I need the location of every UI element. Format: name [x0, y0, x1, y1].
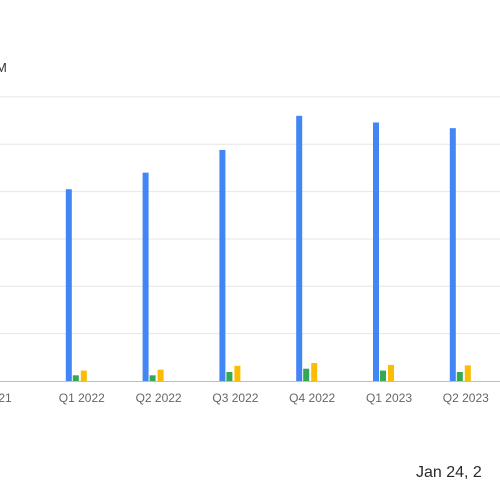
bar-series3-q4-2022 [311, 363, 318, 381]
x-tick-label: Q3 2022 [212, 391, 258, 405]
bar-series2-q4-2022 [303, 368, 310, 381]
x-tick-label: 21 [0, 391, 12, 405]
unit-label: M [0, 60, 7, 75]
bar-series1-q2-2022 [142, 172, 149, 381]
bar-series1-q4-2022 [296, 115, 303, 381]
bar-series3-q1-2023 [388, 364, 394, 381]
bar-series1-q1-2023 [373, 122, 379, 382]
bar-series1-q3-2022 [219, 149, 226, 381]
bar-series1-q1-2022 [65, 189, 72, 381]
x-tick-label: Q4 2022 [289, 391, 335, 405]
x-tick-label: Q1 2023 [366, 391, 412, 405]
x-tick-label: Q1 2022 [59, 391, 105, 405]
bar-series2-q2-2023 [456, 372, 463, 381]
bar-series1-q2-2023 [449, 128, 456, 381]
date-label: Jan 24, 2 [416, 464, 482, 481]
bar-series2-q2-2022 [149, 375, 156, 381]
bar-series3-q1-2022 [80, 370, 87, 381]
bar-series3-q2-2022 [157, 369, 164, 381]
bar-series2-q3-2022 [226, 372, 233, 381]
x-tick-label: Q2 2022 [136, 391, 182, 405]
bar-series3-q2-2023 [464, 365, 471, 381]
bar-series2-q1-2022 [72, 375, 79, 381]
bar-series2-q1-2023 [380, 370, 386, 381]
x-tick-label: Q2 2023 [443, 391, 489, 405]
bar-series3-q3-2022 [234, 365, 241, 381]
